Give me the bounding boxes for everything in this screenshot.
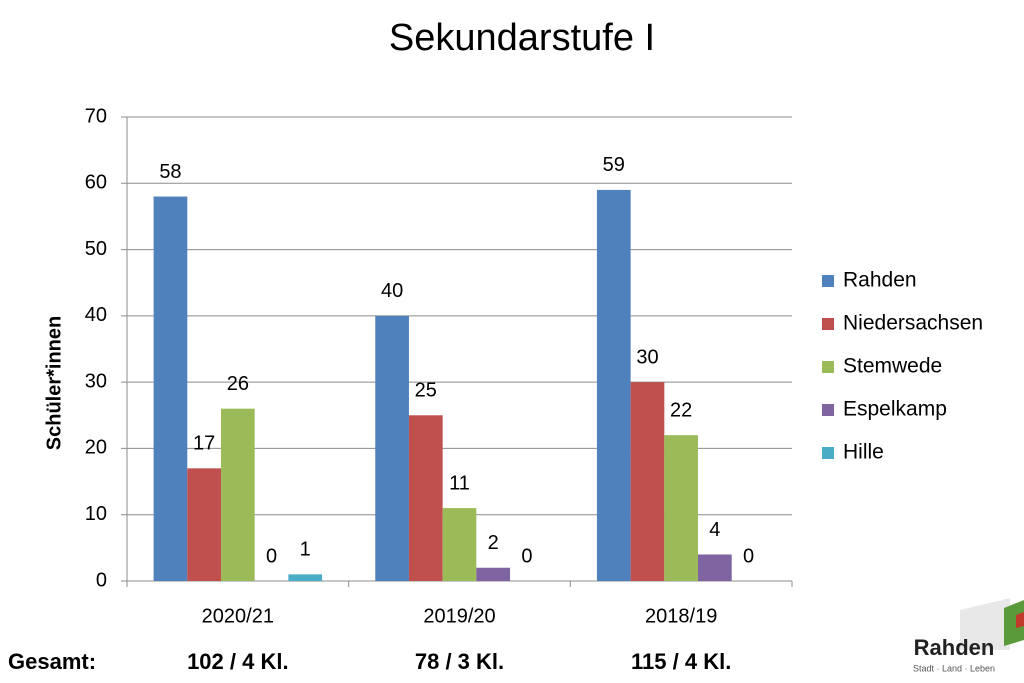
logo-name: Rahden (914, 635, 995, 660)
bar (596, 189, 631, 581)
bar (698, 554, 732, 581)
legend-label: Espelkamp (843, 398, 947, 421)
data-label: 59 (603, 154, 625, 176)
bar (408, 415, 443, 581)
logo: Rahden Stadt · Land · Leben (913, 598, 1024, 673)
bar (220, 408, 255, 581)
legend-swatch (822, 404, 834, 416)
legend-swatch (822, 447, 834, 459)
y-axis-label: Schüler*innen (43, 316, 65, 450)
y-tick-label: 70 (85, 105, 107, 127)
footer-total: 78 / 3 Kl. (415, 649, 504, 674)
data-label: 25 (415, 380, 437, 402)
y-tick-label: 40 (85, 304, 107, 326)
data-label: 0 (521, 545, 532, 567)
data-label: 30 (636, 346, 658, 368)
logo-shape (1016, 612, 1024, 628)
footer-total: 102 / 4 Kl. (187, 649, 289, 674)
footer-label: Gesamt: (8, 649, 96, 674)
bar (664, 435, 699, 581)
data-label: 40 (381, 280, 403, 302)
data-label: 2 (488, 532, 499, 554)
chart-title: Sekundarstufe I (389, 17, 655, 59)
legend-label: Stemwede (843, 355, 942, 378)
data-label: 11 (449, 472, 470, 494)
bar (288, 574, 323, 581)
x-tick-label: 2019/20 (423, 605, 495, 627)
data-label: 58 (159, 161, 181, 183)
legend-label: Rahden (843, 269, 917, 292)
footer-total: 115 / 4 Kl. (631, 649, 731, 674)
data-label: 0 (266, 545, 277, 567)
y-tick-label: 0 (96, 569, 107, 591)
legend-swatch (822, 275, 834, 287)
bar (375, 315, 409, 581)
logo-shape (1004, 600, 1024, 646)
y-tick-label: 30 (85, 370, 107, 392)
x-tick-label: 2020/21 (202, 605, 274, 627)
x-tick-label: 2018/19 (645, 605, 717, 627)
legend-label: Hille (843, 441, 884, 464)
y-tick-label: 60 (85, 172, 107, 194)
y-tick-label: 50 (85, 238, 107, 260)
bar (630, 382, 665, 581)
legend-swatch (822, 361, 834, 373)
y-tick-label: 20 (85, 437, 107, 459)
data-label: 26 (227, 373, 249, 395)
legend-label: Niedersachsen (843, 312, 983, 335)
data-label: 4 (709, 519, 720, 541)
data-label: 22 (670, 399, 692, 421)
bar (442, 508, 477, 581)
bar (187, 468, 221, 581)
data-label: 0 (743, 545, 754, 567)
legend-swatch (822, 318, 834, 330)
bar (153, 196, 188, 582)
logo-tagline: Stadt · Land · Leben (913, 663, 995, 673)
data-label: 17 (193, 433, 215, 455)
bar (476, 567, 511, 581)
y-tick-label: 10 (85, 503, 107, 525)
data-label: 1 (300, 539, 311, 561)
logo-shape (960, 598, 1010, 650)
